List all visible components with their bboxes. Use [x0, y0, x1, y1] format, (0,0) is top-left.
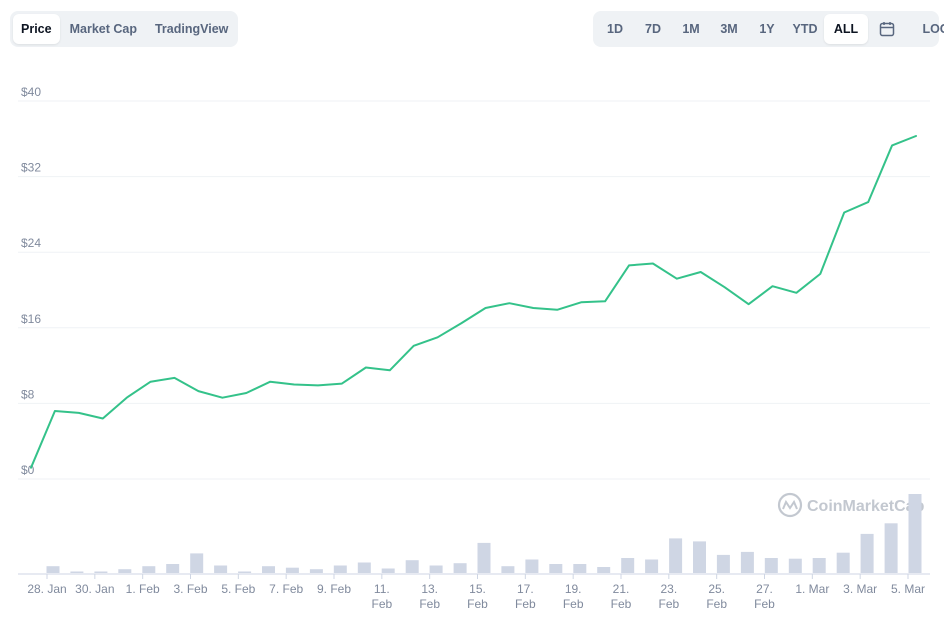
watermark-text: CoinMarketCap	[807, 498, 925, 515]
volume-bar	[908, 494, 922, 573]
x-tick-label-month: Feb	[706, 597, 727, 611]
volume-bar	[836, 552, 850, 573]
volume-bar	[740, 551, 754, 573]
volume-bars	[46, 494, 922, 573]
x-tick-label-month: Feb	[371, 597, 392, 611]
volume-bar	[118, 569, 132, 573]
x-tick-label: 27.	[756, 582, 773, 596]
y-tick-label: $40	[21, 85, 41, 99]
x-tick-label: 3. Feb	[173, 582, 207, 596]
volume-bar	[285, 567, 299, 573]
grid-lines	[18, 100, 930, 480]
price-series	[30, 135, 917, 469]
x-tick-label-month: Feb	[563, 597, 584, 611]
volume-bar	[333, 565, 347, 573]
x-tick-label: 21.	[613, 582, 630, 596]
x-tick-label-month: Feb	[658, 597, 679, 611]
volume-bar	[501, 566, 515, 573]
range-7d-button[interactable]: 7D	[645, 22, 661, 36]
x-tick-label-month: Feb	[419, 597, 440, 611]
y-tick-label: $8	[21, 387, 35, 401]
chart-type-tabs: Price Market Cap TradingView	[10, 11, 238, 47]
tab-price[interactable]: Price	[13, 14, 60, 44]
volume-bar	[190, 553, 204, 573]
volume-bar	[812, 558, 826, 573]
y-axis: $0$8$16$24$32$40	[21, 85, 41, 477]
volume-bar	[525, 559, 539, 573]
volume-bar	[693, 541, 706, 573]
x-tick-label: 15.	[469, 582, 486, 596]
volume-bar	[453, 563, 467, 573]
range-all-button[interactable]: ALL	[824, 14, 868, 44]
volume-bar	[238, 571, 252, 573]
x-tick-label: 5. Mar	[891, 582, 925, 596]
volume-bar	[477, 542, 491, 573]
volume-bar	[645, 559, 659, 573]
volume-bar	[573, 564, 587, 573]
volume-bar	[46, 566, 60, 573]
x-tick-label: 30. Jan	[75, 582, 114, 596]
volume-bar	[860, 533, 874, 573]
x-tick-label: 25.	[708, 582, 725, 596]
volume-bar	[309, 569, 323, 573]
y-tick-label: $32	[21, 161, 41, 175]
volume-bar	[669, 538, 683, 573]
x-tick-label-month: Feb	[611, 597, 632, 611]
x-tick-label: 9. Feb	[317, 582, 351, 596]
x-tick-label: 13.	[421, 582, 438, 596]
x-axis: 28. Jan 30. Jan 1. Feb 3. Feb 5. Feb 7. Feb 9.…	[27, 574, 925, 611]
x-tick-label: 7. Feb	[269, 582, 303, 596]
x-tick-label: 1. Feb	[126, 582, 160, 596]
volume-bar	[214, 565, 228, 573]
volume-bar	[357, 562, 371, 573]
y-tick-label: $24	[21, 236, 41, 250]
volume-bar	[70, 571, 84, 573]
x-tick-label: 19.	[565, 582, 582, 596]
volume-bar	[597, 567, 611, 573]
range-1d-button[interactable]: 1D	[607, 22, 623, 36]
x-tick-label: 17.	[517, 582, 534, 596]
x-tick-label-month: Feb	[515, 597, 536, 611]
x-tick-label: 28. Jan	[27, 582, 66, 596]
log-scale-button[interactable]: LOG	[922, 22, 944, 36]
volume-bar	[549, 564, 563, 573]
volume-bar	[381, 568, 395, 573]
volume-bar	[788, 558, 802, 573]
volume-bar	[405, 560, 419, 573]
tab-market-cap[interactable]: Market Cap	[69, 22, 137, 36]
range-1y-button[interactable]: 1Y	[759, 22, 775, 36]
volume-bar	[621, 558, 635, 573]
range-ytd-button[interactable]: YTD	[792, 22, 818, 36]
x-tick-label-month: Feb	[467, 597, 488, 611]
calendar-button[interactable]	[868, 14, 906, 44]
price-line	[30, 135, 917, 469]
x-tick-label: 11.	[374, 582, 390, 596]
volume-bar	[262, 566, 275, 573]
x-tick-label: 3. Mar	[843, 582, 877, 596]
volume-bar	[764, 558, 778, 573]
tab-tradingview[interactable]: TradingView	[154, 22, 229, 36]
time-range-selector: 1D 7D 1M 3M 1Y YTD ALL LOG	[593, 11, 944, 47]
volume-bar	[429, 565, 443, 573]
coinmarketcap-logo-icon	[777, 492, 803, 518]
x-tick-label: 1. Mar	[795, 582, 829, 596]
range-1m-button[interactable]: 1M	[682, 22, 700, 36]
volume-bar	[716, 554, 730, 573]
volume-bar	[94, 571, 108, 573]
y-tick-label: $16	[21, 312, 41, 326]
volume-bar	[166, 564, 180, 573]
range-3m-button[interactable]: 3M	[720, 22, 738, 36]
volume-bar	[884, 523, 898, 573]
x-tick-label: 5. Feb	[221, 582, 255, 596]
calendar-icon	[879, 22, 895, 37]
x-tick-label-month: Feb	[754, 597, 775, 611]
volume-bar	[142, 566, 156, 573]
watermark: CoinMarketCap	[777, 492, 925, 518]
x-tick-label: 23.	[660, 582, 677, 596]
